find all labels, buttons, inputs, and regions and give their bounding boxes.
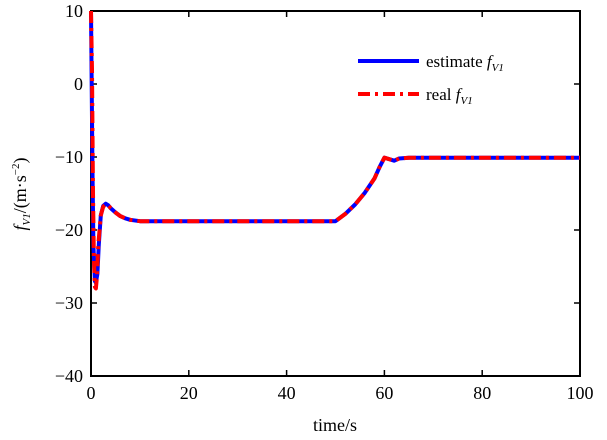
y-tick-label: −40 [55,366,83,386]
legend-label-estimate: estimate fV1 [426,52,504,74]
x-tick-label: 0 [87,383,96,403]
x-tick-label: 40 [278,383,296,403]
plot-area [90,10,581,377]
ticks [90,10,581,377]
legend-label-real: real fV1 [426,85,473,107]
tick-labels: 0 20 40 60 80 100 −40 −30 −20 −10 0 10 [55,1,594,403]
series-line-real [89,10,580,291]
x-tick-label: 20 [180,383,198,403]
x-tick-label: 60 [375,383,393,403]
x-tick-label: 100 [567,383,594,403]
y-tick-label: 0 [74,74,83,94]
y-tick-label: −10 [55,147,83,167]
series-group [89,10,580,291]
x-axis-label: time/s [313,415,357,435]
y-axis-label: fV1/(m·s−2) [10,158,33,231]
x-tick-label: 80 [473,383,491,403]
y-tick-label: −20 [55,220,83,240]
y-tick-label: 10 [65,1,83,21]
y-tick-label: −30 [55,293,83,313]
legend: estimate fV1 real fV1 [358,52,504,107]
